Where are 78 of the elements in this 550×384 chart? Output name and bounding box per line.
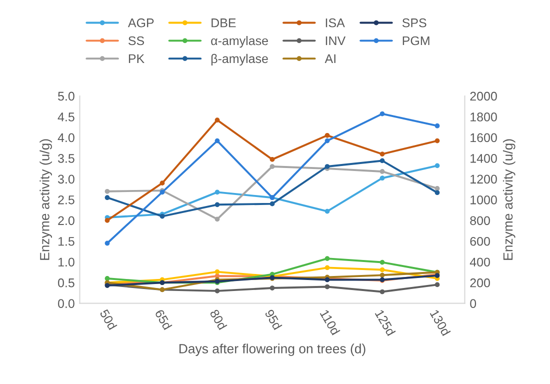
point [270, 286, 275, 290]
y-axis-title: Enzyme activity (u/g) [40, 139, 52, 260]
x-tick-label: 65d [154, 308, 172, 330]
legend-label: β-amylase [211, 54, 268, 66]
point [214, 138, 220, 144]
legend-label: PK [128, 54, 144, 63]
y2-tick-label: 1000 [470, 195, 497, 204]
point [270, 201, 275, 206]
point [380, 267, 385, 272]
y2-tick-label: 0 [470, 299, 476, 308]
point [434, 163, 440, 168]
point [380, 272, 385, 278]
x-tick-label: 95d [264, 308, 282, 330]
point [324, 132, 330, 138]
point [214, 202, 220, 208]
point [214, 190, 220, 195]
y2-tick-label: 200 [470, 278, 490, 288]
point [214, 269, 220, 274]
y-tick-label: 1.5 [58, 237, 74, 246]
y-tick-label: 1.0 [58, 258, 74, 267]
y-tick-label: 0.5 [58, 278, 74, 288]
point [324, 208, 330, 214]
legend-label: AI [324, 54, 336, 63]
point [214, 288, 220, 294]
y-tick-label: 0.0 [58, 299, 74, 308]
y2-tick-label: 1600 [470, 133, 497, 142]
y2-tick-label: 800 [470, 216, 490, 226]
point [380, 111, 385, 116]
y-tick-label: 3.5 [58, 154, 74, 163]
y2-tick-label: 1800 [470, 112, 497, 122]
point [380, 260, 385, 265]
point [104, 188, 110, 194]
y2-tick-label: 600 [470, 236, 490, 246]
point [270, 157, 275, 162]
legend-label: ISA [326, 18, 345, 28]
y-tick-label: 2.5 [58, 195, 74, 204]
y2-tick-label: 400 [470, 258, 490, 267]
legend-label: AGP [128, 18, 154, 28]
y-tick-label: 4.5 [58, 112, 74, 122]
point [104, 195, 110, 200]
point [160, 180, 165, 186]
point [380, 152, 385, 156]
point [380, 289, 385, 294]
point [324, 284, 330, 290]
x-tick-label: 80d [210, 308, 228, 330]
point [324, 138, 330, 144]
y-tick-label: 5.0 [58, 92, 74, 101]
point [214, 216, 220, 222]
legend-label: DBE [212, 18, 236, 28]
point [380, 169, 385, 174]
point [434, 186, 440, 191]
point [434, 190, 440, 196]
y2-tick-label: 1400 [470, 154, 497, 163]
x-tick-label: 50d [100, 308, 118, 330]
y-tick-label: 2.0 [58, 216, 74, 226]
legend-label: SS [128, 36, 144, 46]
point [104, 276, 110, 281]
point [380, 158, 385, 164]
point [324, 265, 330, 270]
point [380, 176, 385, 181]
legend-label: SPS [402, 18, 426, 28]
y2-axis-title: Enzyme activity (u/g) [502, 139, 516, 260]
y2-tick-label: 2000 [470, 92, 497, 101]
x-axis-title: Days after flowering on trees (d) [179, 344, 366, 356]
point [434, 123, 440, 128]
point [324, 256, 330, 261]
point [270, 164, 275, 169]
legend-label: PGM [402, 36, 430, 46]
y-tick-label: 4.0 [58, 133, 74, 142]
legend-label: α-amylase [211, 36, 268, 48]
point [434, 138, 440, 144]
y-tick-label: 3.0 [58, 174, 74, 184]
point [104, 218, 110, 223]
legend-label: INV [326, 36, 346, 46]
y2-tick-label: 1200 [470, 174, 497, 184]
point [104, 240, 110, 246]
point [434, 282, 440, 288]
point [214, 118, 220, 122]
